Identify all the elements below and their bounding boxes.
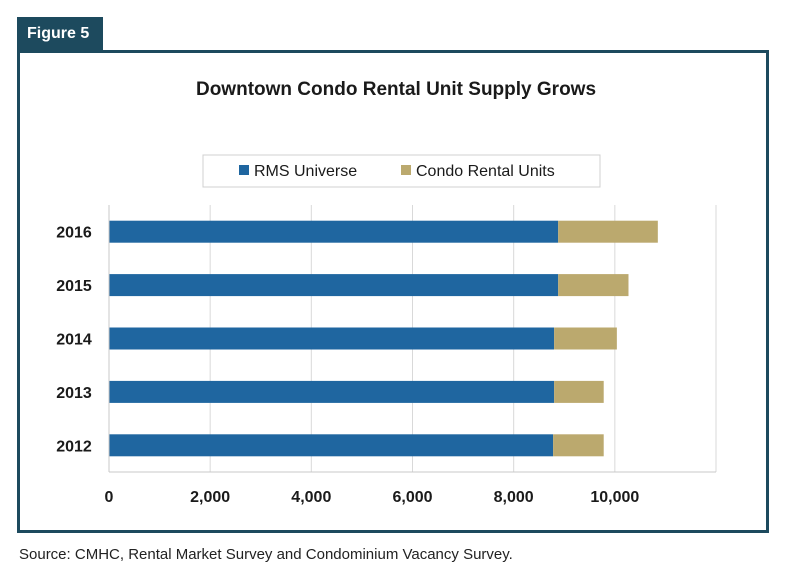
x-tick-label: 4,000 [291,489,331,506]
x-tick-label: 10,000 [590,489,639,506]
source-note: Source: CMHC, Rental Market Survey and C… [19,546,513,563]
figure-label: Figure 5 [17,17,103,51]
bar-rms-universe-2016 [109,220,559,243]
legend: RMS Universe Condo Rental Units [202,154,601,188]
bar-rms-universe-2014 [109,327,555,350]
chart-frame [17,50,769,533]
y-tick-label: 2012 [56,438,92,455]
bar-rms-universe-2015 [109,274,559,297]
bar-condo-rental-units-2015 [558,274,629,297]
legend-swatch-condo-rental-units [401,165,411,175]
legend-label-rms-universe: RMS Universe [254,163,357,180]
bar-condo-rental-units-2016 [558,220,658,243]
bars [109,220,658,457]
x-tick-label: 2,000 [190,489,230,506]
y-tick-label: 2016 [56,225,92,242]
chart-title: Downtown Condo Rental Unit Supply Grows [196,79,596,100]
bar-rms-universe-2013 [109,380,555,403]
legend-label-condo-rental-units: Condo Rental Units [416,163,555,180]
y-tick-label: 2015 [56,278,92,295]
bar-condo-rental-units-2013 [554,380,604,403]
bar-rms-universe-2012 [109,434,554,457]
axes: 0 2,000 4,000 6,000 8,000 10,000 2016 2015 2014 2… [56,205,716,506]
y-tick-label: 2013 [56,385,92,402]
legend-swatch-rms-universe [239,165,249,175]
x-tick-label: 0 [105,489,114,506]
bar-condo-rental-units-2014 [554,327,617,350]
y-tick-label: 2014 [56,332,92,349]
x-tick-label: 6,000 [392,489,432,506]
x-tick-label: 8,000 [494,489,534,506]
bar-condo-rental-units-2012 [553,434,604,457]
